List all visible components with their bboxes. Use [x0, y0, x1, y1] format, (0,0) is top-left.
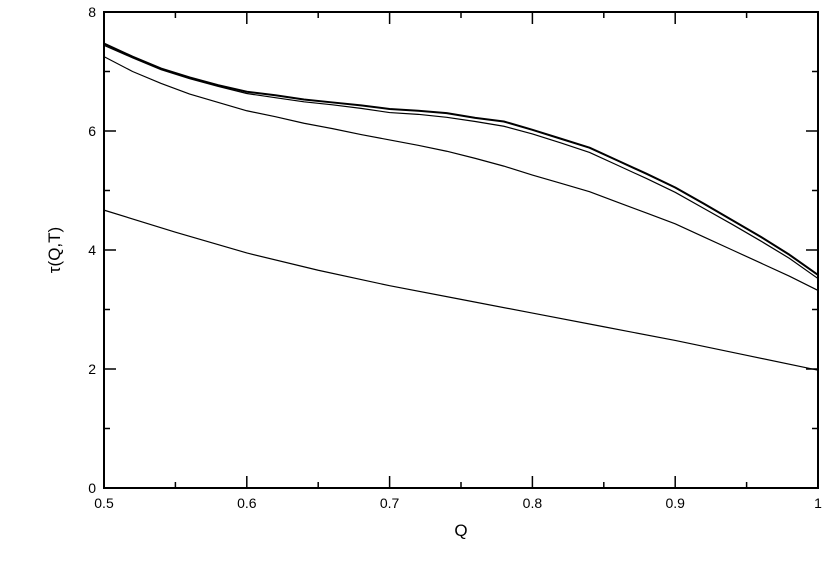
x-axis-label: Q	[454, 521, 467, 540]
plot-frame	[103, 11, 819, 489]
x-tick-label: 0.5	[94, 495, 114, 511]
x-tick-label: 0.9	[665, 495, 685, 511]
x-tick-label: 1	[814, 495, 822, 511]
series-lines	[103, 42, 819, 371]
series-line-4	[103, 209, 819, 371]
axis-tick-labels: 0.5 0.6 0.7 0.8 0.9 1 0 2 4 6 8	[88, 4, 822, 511]
series-line-1	[103, 42, 819, 276]
x-tick-label: 0.8	[523, 495, 543, 511]
series-line-3	[103, 56, 819, 291]
x-tick-label: 0.7	[380, 495, 400, 511]
y-axis-label: τ(Q,T)	[45, 227, 64, 273]
y-tick-label: 4	[88, 242, 96, 258]
series-line-2	[103, 44, 819, 280]
y-tick-label: 8	[88, 4, 96, 20]
y-tick-label: 0	[88, 480, 96, 496]
y-tick-label: 2	[88, 361, 96, 377]
x-tick-label: 0.6	[237, 495, 257, 511]
y-tick-label: 6	[88, 123, 96, 139]
